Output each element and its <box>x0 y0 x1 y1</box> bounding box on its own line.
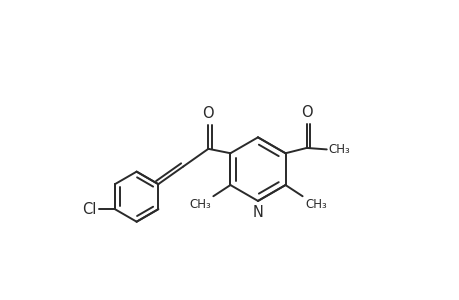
Text: Cl: Cl <box>83 202 97 217</box>
Text: CH₃: CH₃ <box>189 198 211 211</box>
Text: O: O <box>202 106 214 121</box>
Text: CH₃: CH₃ <box>304 198 326 211</box>
Text: N: N <box>252 205 263 220</box>
Text: O: O <box>300 105 312 120</box>
Text: CH₃: CH₃ <box>328 143 349 156</box>
